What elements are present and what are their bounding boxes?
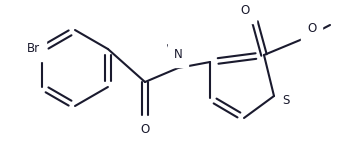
Text: O: O — [140, 123, 149, 136]
Text: S: S — [282, 94, 290, 107]
Text: N: N — [174, 48, 182, 61]
Text: O: O — [307, 22, 316, 35]
Text: Br: Br — [27, 42, 40, 55]
Text: O: O — [241, 4, 250, 17]
